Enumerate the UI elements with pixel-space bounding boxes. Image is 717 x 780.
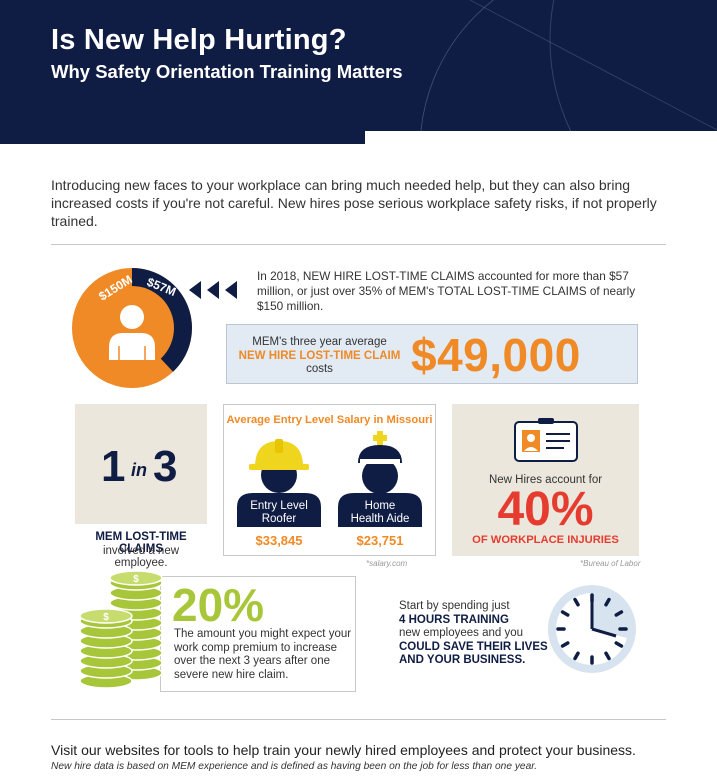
intro-paragraph: Introducing new faces to your workplace … [51, 177, 657, 229]
claims-statement: In 2018, NEW HIRE LOST-TIME CLAIMS accou… [257, 269, 636, 313]
footer-note: New hire data is based on MEM experience… [51, 761, 538, 772]
ratio-in: in [131, 460, 147, 480]
job-label-roofer: Entry Level Roofer [250, 500, 308, 525]
claims-donut-chart: $150M $57M [72, 268, 192, 388]
average-claim-box: MEM's three year average NEW HIRE LOST-T… [226, 324, 638, 384]
average-claim-line2: NEW HIRE LOST-TIME CLAIM [238, 350, 401, 362]
header-notch [365, 131, 717, 144]
injuries-source: *Bureau of Labor [580, 559, 641, 568]
salary-box: Average Entry Level Salary in Missouri E… [223, 404, 436, 556]
injuries-label: New Hires account for [488, 474, 603, 486]
chevrons-left-icon [189, 281, 237, 299]
training-text: Start by spending just 4 HOURS TRAINING … [399, 600, 548, 666]
salary-source: *salary.com [366, 559, 408, 568]
pay-roofer: $33,845 [255, 533, 303, 548]
person-icon [109, 305, 155, 360]
ratio-one: 1 [101, 442, 126, 491]
divider [51, 719, 666, 720]
ratio-three: 3 [153, 442, 178, 491]
ratio-label-bold: MEM LOST-TIME CLAIMS [95, 531, 187, 555]
salary-title: Average Entry Level Salary in Missouri [226, 414, 433, 426]
injuries-box: New Hires account for 40% OF WORKPLACE I… [452, 404, 639, 556]
job-label-aide: Home Health Aide [350, 500, 410, 525]
divider [51, 244, 666, 245]
average-claim-amount: $49,000 [411, 329, 581, 381]
svg-text:$: $ [103, 612, 109, 623]
nurse-icon [338, 431, 422, 527]
id-badge-icon [514, 418, 578, 462]
coin-stacks-icon: $$ [79, 570, 163, 689]
svg-text:$: $ [133, 574, 139, 585]
ratio-label: involved a new employee. [102, 545, 180, 569]
clock-icon [548, 585, 636, 673]
injuries-caption: OF WORKPLACE INJURIES [472, 534, 619, 546]
premium-text: The amount you might expect your work co… [174, 628, 352, 681]
ratio-box: 1 in 3 [75, 404, 207, 524]
premium-box [160, 576, 356, 692]
header-banner: Is New Help Hurting? Why Safety Orientat… [0, 0, 717, 144]
page-title: Is New Help Hurting? [51, 24, 347, 56]
footer-visit: Visit our websites for tools to help tra… [51, 742, 636, 758]
average-claim-line3: costs [306, 363, 333, 375]
pay-aide: $23,751 [356, 533, 404, 548]
premium-percent: 20% [172, 579, 265, 631]
hard-hat-worker-icon [237, 439, 321, 527]
average-claim-line1: MEM's three year average [252, 336, 387, 348]
decorative-arcs [419, 0, 717, 144]
page-subtitle: Why Safety Orientation Training Matters [51, 61, 403, 82]
injuries-percent: 40% [497, 483, 594, 536]
